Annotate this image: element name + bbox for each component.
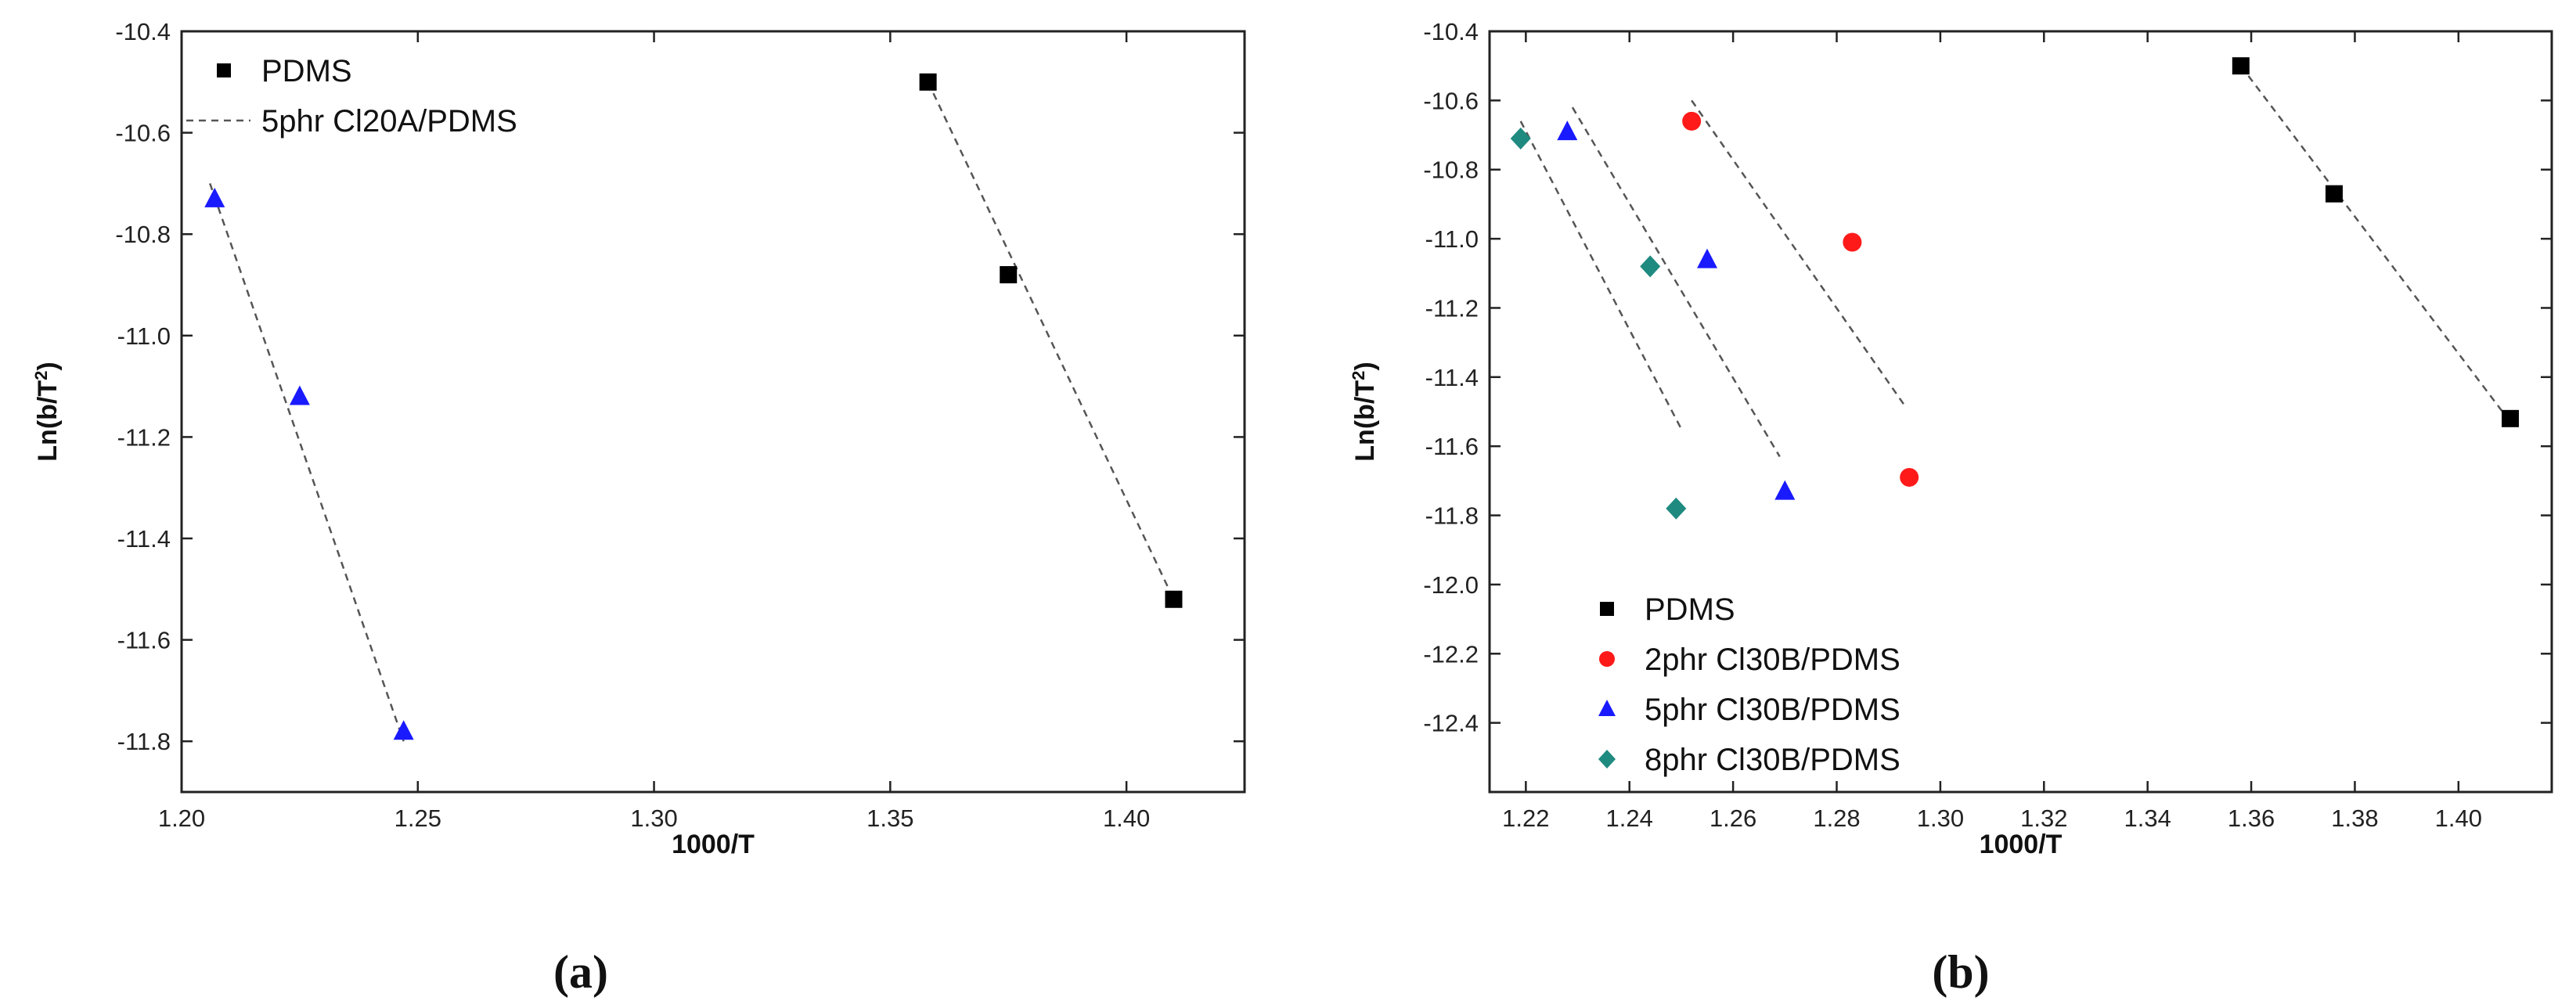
data-point	[393, 720, 414, 740]
fit-line	[927, 81, 1175, 600]
x-tick-label: 1.25	[395, 805, 441, 832]
x-axis-label: 1000/T	[672, 830, 755, 859]
x-axis-label: 1000/T	[1980, 830, 2063, 859]
data-point	[2502, 409, 2520, 427]
legend-label: 8phr Cl30B/PDMS	[1645, 743, 1900, 777]
data-point	[1557, 121, 1578, 141]
legend-marker	[217, 63, 231, 77]
x-tick-label: 1.40	[2435, 805, 2482, 832]
legend-label: 5phr Cl20A/PDMS	[261, 104, 517, 139]
y-axis-label: Ln(b/T2)	[1349, 362, 1381, 461]
data-point	[204, 187, 225, 207]
legend-label: PDMS	[261, 54, 352, 88]
y-axis-label: Ln(b/T2)	[31, 362, 63, 461]
legend-label: 5phr Cl30B/PDMS	[1645, 693, 1900, 727]
legend-marker	[1598, 700, 1616, 716]
y-tick-label: -11.0	[117, 322, 171, 350]
y-tick-label: -12.0	[1423, 571, 1479, 599]
y-tick-label: -10.4	[115, 18, 171, 45]
x-tick-label: 1.38	[2331, 805, 2378, 832]
fit-line	[1691, 99, 1905, 405]
x-tick-label: 1.30	[630, 805, 677, 832]
y-tick-label: -10.8	[115, 221, 171, 248]
y-tick-label: -11.8	[117, 728, 171, 755]
x-tick-label: 1.34	[2124, 805, 2171, 832]
data-point	[1900, 467, 1919, 487]
data-point	[1682, 111, 1702, 131]
y-tick-label: -11.6	[117, 627, 171, 654]
y-tick-label: -10.6	[1423, 87, 1479, 114]
y-tick-label: -12.2	[1423, 640, 1479, 668]
y-tick-label: -10.6	[115, 120, 171, 147]
y-tick-label: -11.2	[117, 423, 171, 451]
x-tick-label: 1.30	[1917, 805, 1964, 832]
fit-line	[1571, 106, 1781, 458]
data-point	[289, 385, 310, 405]
data-point	[2232, 57, 2250, 75]
x-tick-label: 1.28	[1813, 805, 1860, 832]
data-point	[1774, 480, 1796, 500]
legend-label: 2phr Cl30B/PDMS	[1645, 643, 1900, 677]
y-tick-label: -10.4	[1423, 18, 1479, 45]
y-tick-label: -11.4	[1425, 364, 1479, 391]
fit-line	[209, 182, 405, 742]
data-point	[1510, 127, 1531, 149]
chart-panel-b: 1.22 1.24 1.26 1.28 1.30 1.32 1.34 1.36 1.38 1.40…	[1349, 18, 2553, 998]
data-point	[1165, 590, 1183, 608]
x-tick-label: 1.22	[1502, 805, 1549, 832]
y-tick-label: -10.8	[1423, 157, 1479, 184]
data-point	[919, 73, 937, 91]
x-tick-label: 1.24	[1606, 805, 1653, 832]
data-point	[1640, 255, 1661, 278]
panel-label: (a)	[553, 946, 608, 998]
fit-line	[2239, 65, 2512, 423]
x-tick-label: 1.35	[866, 805, 913, 832]
panel-label: (b)	[1932, 946, 1989, 998]
y-tick-label: -11.4	[117, 525, 171, 553]
y-tick-label: -11.2	[1425, 294, 1479, 322]
plot-frame	[180, 30, 1246, 794]
chart-panel-a: 1.20 1.25 1.30 1.35 1.40 -10.4 -10.6 -10.8 -11.0…	[31, 18, 1246, 998]
data-point	[2325, 185, 2343, 203]
data-point	[1697, 248, 1718, 268]
x-tick-label: 1.26	[1710, 805, 1756, 832]
plot-frame	[1488, 30, 2553, 794]
data-point	[1000, 266, 1018, 284]
x-tick-label: 1.36	[2228, 805, 2275, 832]
x-tick-label: 1.20	[158, 805, 205, 832]
legend-marker	[1599, 651, 1615, 667]
x-tick-label: 1.40	[1103, 805, 1150, 832]
y-tick-label: -11.0	[1425, 225, 1479, 253]
fit-line	[1519, 121, 1683, 430]
legend-marker	[1600, 602, 1614, 616]
legend-marker	[1598, 750, 1616, 769]
y-tick-label: -11.6	[1425, 433, 1479, 460]
data-point	[1843, 232, 1862, 252]
x-tick-label: 1.32	[2020, 805, 2067, 832]
y-tick-label: -11.8	[1425, 502, 1479, 530]
legend-label: PDMS	[1645, 592, 1735, 627]
data-point	[1666, 497, 1687, 520]
y-tick-label: -12.4	[1423, 710, 1479, 737]
